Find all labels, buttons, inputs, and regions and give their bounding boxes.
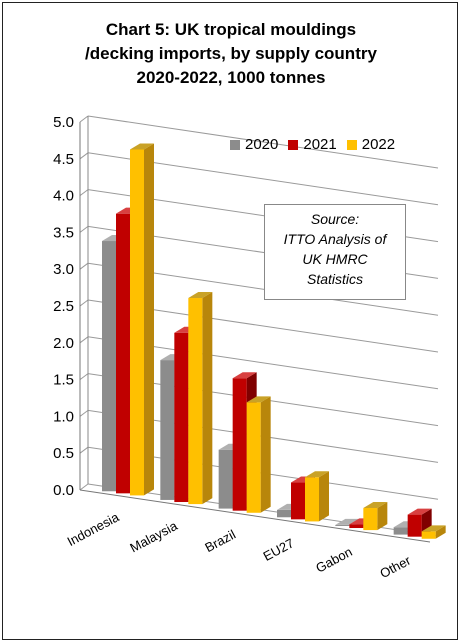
bar-2022-other-top bbox=[421, 525, 446, 532]
bar-2020-eu27 bbox=[277, 509, 291, 518]
gridline-side-8 bbox=[79, 189, 89, 197]
x-axis-line bbox=[79, 489, 431, 543]
y-tick-label-3: 1.5 bbox=[53, 372, 74, 389]
gridline-side-2 bbox=[79, 409, 89, 417]
gridline-side-6 bbox=[79, 262, 89, 270]
bar-2020-malaysia bbox=[160, 360, 175, 500]
gridline-side-10 bbox=[79, 115, 89, 123]
x-tick-label-other: Other bbox=[377, 552, 413, 581]
chart-legend: 2020 2021 2022 bbox=[230, 136, 395, 153]
chart-title: Chart 5: UK tropical mouldings /decking … bbox=[0, 18, 462, 90]
source-line-2: ITTO Analysis of bbox=[283, 231, 387, 247]
chart-title-line-3: 2020-2022, 1000 tonnes bbox=[136, 68, 326, 87]
x-tick-label-malaysia: Malaysia bbox=[127, 518, 180, 556]
legend-item-2021: 2021 bbox=[288, 136, 337, 153]
legend-label-2021: 2021 bbox=[303, 136, 337, 153]
bar-2022-indonesia-top bbox=[130, 143, 154, 150]
y-tick-label-6: 3.0 bbox=[53, 261, 74, 278]
bar-2020-brazil bbox=[218, 449, 233, 509]
legend-item-2022: 2022 bbox=[346, 136, 396, 153]
bar-2020-gabon bbox=[335, 524, 350, 526]
bar-2021-indonesia bbox=[116, 213, 130, 494]
source-line-1: Source: bbox=[310, 211, 360, 227]
y-tick-label-4: 2.0 bbox=[53, 335, 74, 352]
bar-2021-brazil-top bbox=[232, 372, 257, 379]
bar-2022-gabon-side bbox=[377, 502, 388, 531]
bar-2022-malaysia bbox=[188, 298, 203, 505]
source-line-3: UK HMRC bbox=[302, 251, 368, 267]
y-tick-label-9: 4.5 bbox=[53, 151, 74, 168]
bar-2021-other bbox=[407, 514, 422, 537]
bar-2022-gabon-top bbox=[363, 502, 388, 509]
source-line-4: Statistics bbox=[306, 271, 363, 287]
gridline-side-1 bbox=[79, 446, 89, 454]
gridline-side-4 bbox=[79, 336, 89, 344]
bar-2021-other-top bbox=[407, 508, 432, 515]
bar-2022-brazil-top bbox=[246, 396, 271, 403]
legend-swatch-2021 bbox=[288, 139, 299, 150]
gridline-side-5 bbox=[79, 299, 89, 307]
legend-label-2020: 2020 bbox=[245, 136, 279, 153]
legend-item-2020: 2020 bbox=[230, 136, 278, 153]
y-tick-label-1: 0.5 bbox=[53, 445, 74, 462]
y-tick-label-7: 3.5 bbox=[53, 224, 74, 241]
legend-swatch-2022 bbox=[346, 139, 357, 150]
chart-title-line-1: Chart 5: UK tropical mouldings bbox=[105, 20, 357, 39]
x-tick-label-brazil: Brazil bbox=[202, 527, 238, 556]
gridline-side-9 bbox=[79, 152, 89, 160]
gridline-side-7 bbox=[79, 225, 89, 233]
bar-2021-malaysia bbox=[174, 332, 189, 503]
bar-2022-eu27 bbox=[305, 477, 319, 522]
y-tick-label-2: 1.0 bbox=[53, 408, 74, 425]
legend-swatch-2020 bbox=[230, 139, 240, 150]
y-tick-label-8: 4.0 bbox=[53, 188, 74, 205]
bar-2022-other-side bbox=[435, 525, 446, 539]
bar-2021-eu27 bbox=[291, 482, 305, 520]
bar-2022-malaysia-top bbox=[188, 292, 213, 299]
bar-2020-gabon-top bbox=[335, 518, 360, 525]
y-tick-label-0: 0.0 bbox=[53, 482, 74, 499]
x-tick-label-eu27: EU27 bbox=[261, 535, 297, 564]
gridline-side-3 bbox=[79, 373, 89, 381]
x-tick-label-gabon: Gabon bbox=[313, 544, 355, 576]
bar-2022-eu27-side bbox=[319, 471, 329, 522]
bar-2022-brazil-side bbox=[260, 396, 271, 513]
source-annotation: Source: ITTO Analysis of UK HMRC Statist… bbox=[264, 204, 406, 300]
x-tick-label-indonesia: Indonesia bbox=[65, 509, 123, 549]
bar-2020-indonesia bbox=[102, 241, 116, 492]
bar-2022-gabon bbox=[363, 508, 378, 531]
legend-label-2022: 2022 bbox=[361, 136, 396, 153]
bar-2022-indonesia bbox=[130, 149, 144, 496]
y-tick-label-10: 5.0 bbox=[53, 114, 74, 131]
y-tick-label-5: 2.5 bbox=[53, 298, 74, 315]
gridline-side-0 bbox=[79, 483, 89, 491]
bar-2021-brazil bbox=[232, 378, 247, 511]
bar-2021-gabon bbox=[349, 524, 364, 529]
bar-2022-malaysia-side bbox=[202, 292, 213, 505]
bar-2022-eu27-top bbox=[305, 471, 329, 478]
gridline-10 bbox=[87, 115, 439, 169]
bar-2022-brazil bbox=[246, 402, 261, 513]
bar-2022-other bbox=[421, 531, 436, 539]
bar-2022-indonesia-side bbox=[144, 143, 154, 496]
chart-title-line-2: /decking imports, by supply country bbox=[85, 44, 377, 63]
bar-2020-other bbox=[393, 527, 408, 535]
